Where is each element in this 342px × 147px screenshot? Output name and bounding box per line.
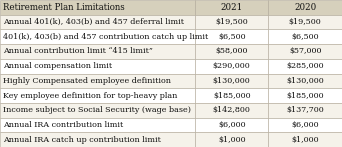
Bar (0, 118, 195, 132)
Bar (0, 44, 195, 59)
Text: Annual contribution limit “415 limit”: Annual contribution limit “415 limit” (3, 47, 153, 55)
Bar (0, 0, 195, 15)
Bar (195, 103, 268, 118)
Text: Annual compensation limit: Annual compensation limit (3, 62, 113, 70)
Text: Annual 401(k), 403(b) and 457 deferral limit: Annual 401(k), 403(b) and 457 deferral l… (3, 18, 184, 26)
Text: $6,000: $6,000 (218, 121, 246, 129)
Text: $1,000: $1,000 (218, 136, 246, 144)
Bar (195, 59, 268, 74)
Text: $19,500: $19,500 (289, 18, 321, 26)
Text: $6,500: $6,500 (291, 33, 319, 41)
Bar (268, 44, 342, 59)
Bar (195, 0, 268, 15)
Text: Annual IRA contribution limit: Annual IRA contribution limit (3, 121, 124, 129)
Text: $6,500: $6,500 (218, 33, 246, 41)
Bar (0, 15, 195, 29)
Text: $290,000: $290,000 (213, 62, 251, 70)
Text: $1,000: $1,000 (291, 136, 319, 144)
Bar (268, 59, 342, 74)
Bar (268, 88, 342, 103)
Bar (195, 44, 268, 59)
Bar (0, 74, 195, 88)
Text: 401(k), 403(b) and 457 contribution catch up limit: 401(k), 403(b) and 457 contribution catc… (3, 33, 209, 41)
Text: Key employee definition for top-heavy plan: Key employee definition for top-heavy pl… (3, 92, 178, 100)
Text: $285,000: $285,000 (286, 62, 324, 70)
Bar (0, 88, 195, 103)
Text: $6,000: $6,000 (291, 121, 319, 129)
Text: 2020: 2020 (294, 3, 316, 12)
Bar (268, 29, 342, 44)
Bar (195, 88, 268, 103)
Bar (195, 74, 268, 88)
Bar (195, 29, 268, 44)
Text: Highly Compensated employee definition: Highly Compensated employee definition (3, 77, 171, 85)
Text: Annual IRA catch up contribution limit: Annual IRA catch up contribution limit (3, 136, 161, 144)
Text: $130,000: $130,000 (286, 77, 324, 85)
Text: Retirement Plan Limitations: Retirement Plan Limitations (3, 3, 125, 12)
Text: 2021: 2021 (221, 3, 243, 12)
Text: $185,000: $185,000 (286, 92, 324, 100)
Text: Income subject to Social Security (wage base): Income subject to Social Security (wage … (3, 106, 192, 114)
Text: $185,000: $185,000 (213, 92, 251, 100)
Bar (268, 15, 342, 29)
Text: $142,800: $142,800 (213, 106, 251, 114)
Bar (0, 132, 195, 147)
Bar (0, 59, 195, 74)
Bar (195, 118, 268, 132)
Bar (195, 132, 268, 147)
Bar (268, 0, 342, 15)
Text: $58,000: $58,000 (215, 47, 248, 55)
Text: $57,000: $57,000 (289, 47, 321, 55)
Bar (268, 103, 342, 118)
Text: $137,700: $137,700 (286, 106, 324, 114)
Text: $130,000: $130,000 (213, 77, 251, 85)
Bar (268, 132, 342, 147)
Bar (268, 74, 342, 88)
Bar (268, 118, 342, 132)
Bar (0, 29, 195, 44)
Bar (195, 15, 268, 29)
Text: $19,500: $19,500 (215, 18, 248, 26)
Bar (0, 103, 195, 118)
